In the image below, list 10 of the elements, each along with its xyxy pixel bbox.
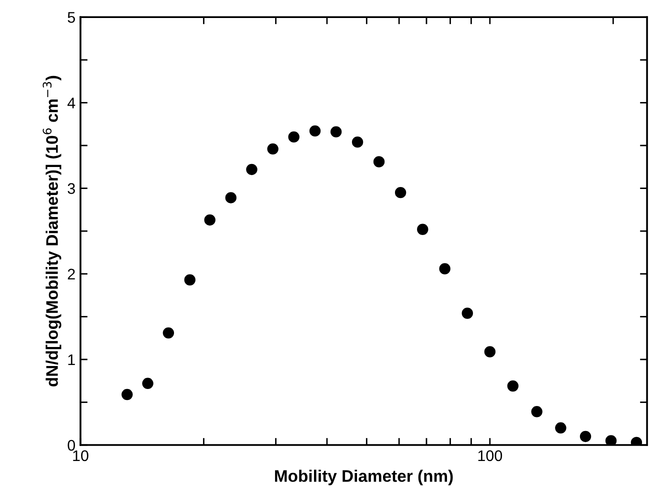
x-axis-title: Mobility Diameter (nm) (275, 470, 453, 486)
y-tick-label: 3 (68, 183, 75, 194)
y-tick-label: 0 (68, 440, 76, 451)
y-tick-label: 4 (67, 98, 76, 108)
y-tick-label: 1 (68, 354, 75, 365)
y-tick-label: 5 (68, 12, 75, 23)
y-axis-title: dN/d[log(Mobility Diameter)] (10$^{6}$ cm$^{−3}$) (42, 76, 62, 386)
x-tick-label: 10 (73, 450, 88, 462)
y-tick-label: 2 (68, 268, 75, 280)
x-tick-label: 100 (478, 450, 502, 462)
